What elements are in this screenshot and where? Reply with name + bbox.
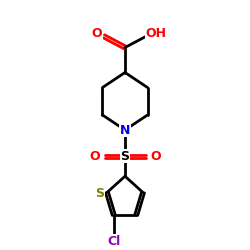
Text: O: O xyxy=(150,150,161,163)
Text: O: O xyxy=(89,150,100,163)
Text: O: O xyxy=(92,27,102,40)
Text: N: N xyxy=(120,124,130,136)
Text: Cl: Cl xyxy=(107,235,120,248)
Text: S: S xyxy=(120,150,130,163)
Text: S: S xyxy=(95,187,104,200)
Text: OH: OH xyxy=(145,27,166,40)
